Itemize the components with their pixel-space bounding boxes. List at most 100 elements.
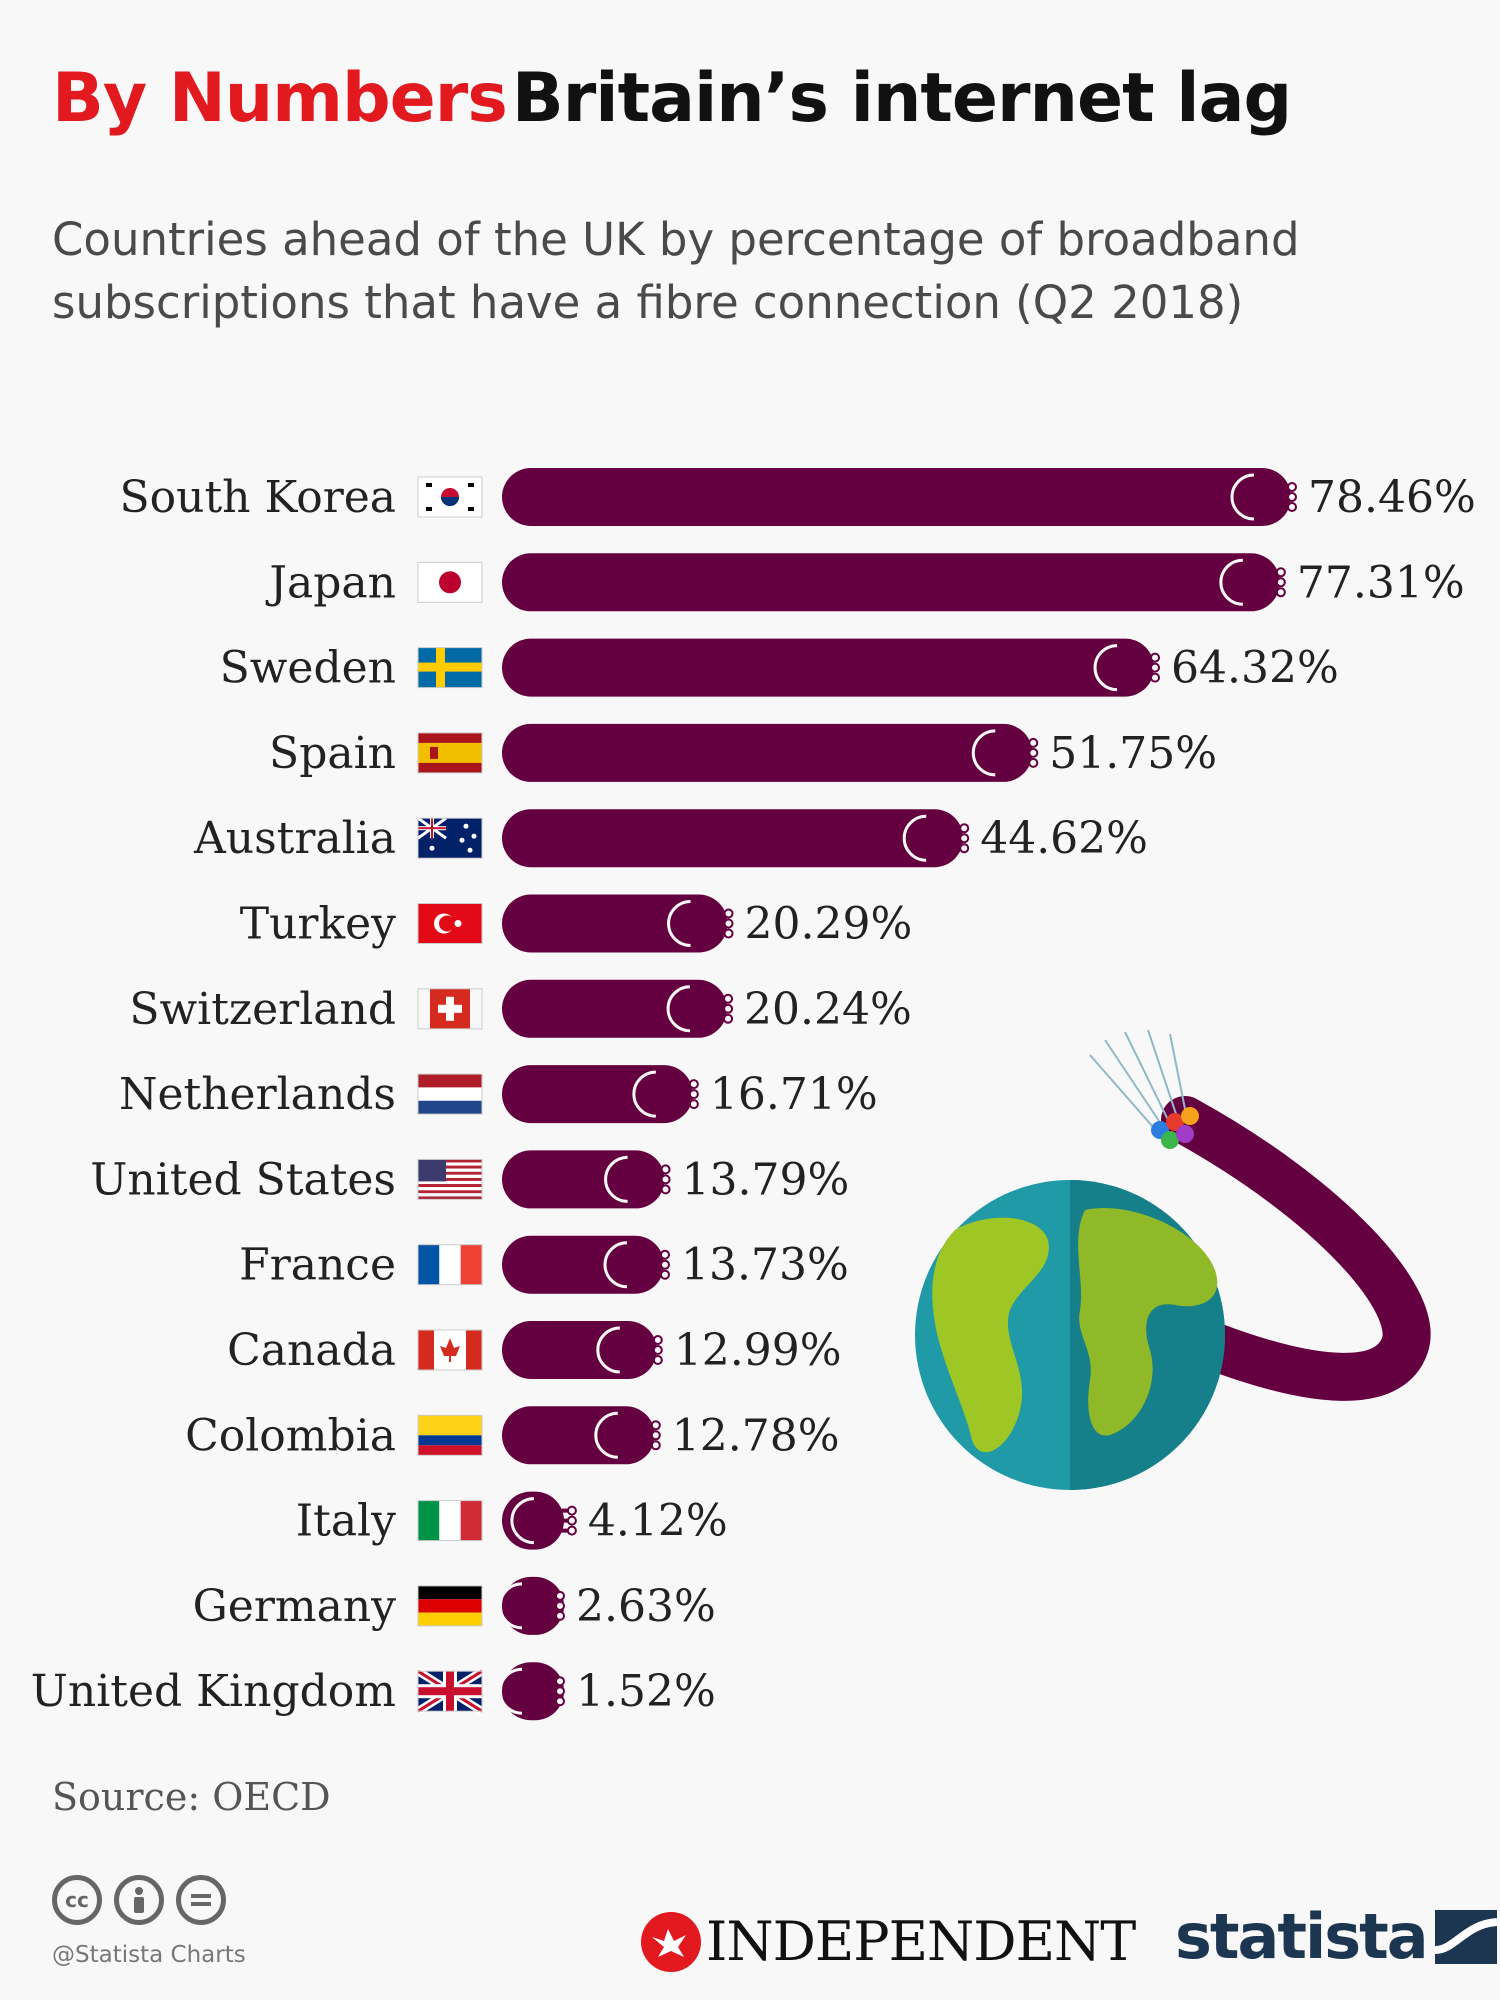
- country-label: Germany: [193, 1581, 397, 1632]
- value-label: 16.71%: [710, 1069, 878, 1120]
- statista-credit: @Statista Charts: [52, 1942, 246, 1968]
- cable-bar: [502, 553, 1280, 612]
- value-label: 2.63%: [576, 1581, 716, 1632]
- italy-flag: [417, 1500, 483, 1542]
- country-label: Sweden: [220, 643, 396, 694]
- title-black: Britain’s internet lag: [511, 59, 1292, 138]
- united-kingdom-flag: [415, 1667, 485, 1715]
- country-label: Canada: [227, 1325, 396, 1376]
- fibre-connector-icon: [667, 900, 734, 947]
- cable-bar: [502, 1065, 693, 1124]
- fibre-connector-icon: [510, 1497, 577, 1545]
- united-states-flag: [417, 1158, 483, 1200]
- country-label: Turkey: [240, 899, 396, 950]
- title-red: By Numbers: [52, 59, 508, 138]
- fibre-connector-icon: [1219, 558, 1286, 606]
- globe-illustration: [915, 1029, 1431, 1490]
- netherlands-flag: [417, 1073, 483, 1115]
- header: By Numbers Britain’s internet lag: [52, 59, 1472, 138]
- value-label: 13.79%: [682, 1154, 850, 1205]
- value-label: 4.12%: [588, 1496, 728, 1547]
- statista-wordmark: statista: [1175, 1900, 1429, 1973]
- cable-bar: [502, 723, 1033, 782]
- globe-eurasia: [1078, 1208, 1218, 1436]
- value-label: 12.78%: [672, 1410, 840, 1461]
- value-label: 13.73%: [681, 1240, 849, 1291]
- fibre-connector-icon: [498, 1582, 565, 1630]
- cable-bar: [502, 894, 728, 953]
- value-label: 1.52%: [576, 1666, 716, 1717]
- fibre-connector-icon: [603, 1241, 670, 1289]
- independent-wordmark: INDEPENDENT: [706, 1910, 1136, 1973]
- bar-row: France 13.73%: [239, 1235, 849, 1294]
- country-label: United States: [90, 1154, 396, 1205]
- creative-commons-icon: cc: [52, 1875, 102, 1925]
- value-label: 78.46%: [1308, 472, 1476, 523]
- license-icons: cc: [52, 1875, 226, 1925]
- bar-row: Spain 51.75%: [269, 723, 1217, 782]
- value-label: 44.62%: [980, 813, 1148, 864]
- statista-logo: statista: [1175, 1900, 1497, 1973]
- source-note: Source: OECD: [52, 1775, 331, 1819]
- fibre-connector-icon: [594, 1411, 661, 1459]
- cable-bar: [502, 468, 1291, 526]
- country-label: Netherlands: [119, 1069, 396, 1120]
- country-label: Japan: [265, 557, 396, 608]
- subtitle: Countries ahead of the UK by percentage …: [52, 213, 1300, 329]
- value-label: 12.99%: [674, 1325, 842, 1376]
- bar-row: Japan 77.31%: [265, 553, 1465, 612]
- switzerland-flag: [417, 988, 483, 1030]
- france-flag: [417, 1244, 483, 1286]
- bar-row: Sweden 64.32%: [220, 638, 1339, 697]
- attribution-icon: [114, 1875, 164, 1925]
- australia-flag: [417, 816, 483, 859]
- japan-flag: [417, 561, 483, 603]
- fibre-strands: [1089, 1029, 1199, 1149]
- country-label: Spain: [269, 728, 396, 779]
- south-korea-flag: [417, 476, 483, 518]
- bar-row: United Kingdom 1.52%: [31, 1662, 716, 1721]
- country-label: United Kingdom: [31, 1666, 396, 1717]
- country-label: Colombia: [185, 1410, 396, 1461]
- country-label: Australia: [193, 813, 396, 864]
- bar-row: Australia 44.62%: [193, 809, 1148, 868]
- eagle-icon: [641, 1911, 701, 1972]
- fibre-connector-icon: [596, 1326, 663, 1374]
- country-label: Italy: [296, 1496, 396, 1547]
- germany-flag: [417, 1585, 483, 1627]
- fibre-connector-icon: [1093, 644, 1161, 692]
- bar-row: Canada 12.99%: [227, 1321, 842, 1379]
- fibre-connector-icon: [666, 985, 734, 1033]
- bar-row: South Korea 78.46%: [120, 468, 1476, 526]
- fibre-connector-icon: [902, 814, 970, 862]
- bar-row: United States 13.79%: [90, 1150, 850, 1209]
- value-label: 20.24%: [744, 984, 912, 1035]
- fibre-connector-icon: [1230, 473, 1297, 521]
- value-label: 20.29%: [745, 899, 913, 950]
- fibre-connector-icon: [632, 1070, 699, 1118]
- globe-americas: [932, 1217, 1049, 1453]
- value-label: 64.32%: [1171, 643, 1339, 694]
- cable-bar: [502, 979, 728, 1038]
- colombia-flag: [417, 1414, 483, 1456]
- turkey-flag: [417, 903, 483, 944]
- bar-row: Switzerland 20.24%: [129, 979, 912, 1038]
- country-label: South Korea: [120, 472, 396, 523]
- fibre-connector-icon: [498, 1667, 565, 1715]
- fibre-connector-icon: [971, 729, 1039, 777]
- canada-flag: [417, 1329, 483, 1371]
- fibre-connector-icon: [604, 1155, 671, 1203]
- spain-flag: [417, 732, 483, 774]
- bar-row: Netherlands 16.71%: [119, 1065, 878, 1124]
- value-label: 77.31%: [1297, 557, 1465, 608]
- bar-row: Italy 4.12%: [296, 1491, 728, 1550]
- country-label: France: [239, 1240, 396, 1291]
- bar-row: Turkey 20.29%: [240, 894, 913, 953]
- value-label: 51.75%: [1049, 728, 1217, 779]
- cable-bar: [502, 638, 1155, 697]
- bar-row: Colombia 12.78%: [185, 1406, 840, 1465]
- fibre-bar-chart: South Korea 78.46% Japan 77.31% Sweden 64.32%…: [31, 468, 1476, 1721]
- statista-mark-icon: [1434, 1909, 1497, 1964]
- sweden-flag: [417, 647, 483, 689]
- globe-cable-illustration: [1161, 1096, 1431, 1401]
